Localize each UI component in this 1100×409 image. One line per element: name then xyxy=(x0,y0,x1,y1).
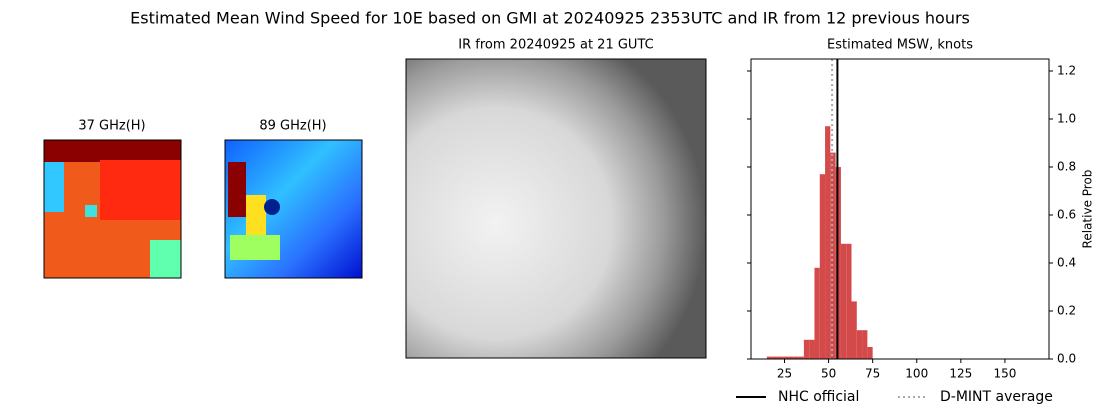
bar xyxy=(777,356,783,359)
figure-title: Estimated Mean Wind Speed for 10E based … xyxy=(130,9,970,28)
bar xyxy=(856,330,863,359)
bar xyxy=(846,243,852,359)
bar xyxy=(840,243,847,359)
bar xyxy=(766,356,773,359)
y-tick-label: 0.2 xyxy=(1057,304,1076,318)
y-tick-label: 0.4 xyxy=(1057,256,1076,270)
y-tick-label: 1.0 xyxy=(1057,112,1076,126)
bar xyxy=(803,339,810,359)
y-tick-label: 1.2 xyxy=(1057,64,1076,78)
bar xyxy=(809,339,815,359)
chart-title: Estimated MSW, knots xyxy=(827,38,973,53)
x-tick-label: 25 xyxy=(777,367,792,381)
x-tick-label: 125 xyxy=(949,367,972,381)
panel-title: 89 GHz(H) xyxy=(259,119,326,134)
bar xyxy=(793,356,799,359)
plot-frame xyxy=(750,58,1050,360)
ir-image xyxy=(405,58,707,359)
bar xyxy=(788,356,794,359)
bar xyxy=(862,330,868,359)
x-tick-label: 50 xyxy=(821,367,836,381)
y-tick-label: 0.0 xyxy=(1057,352,1076,366)
microwave-37-image xyxy=(43,139,182,279)
bar xyxy=(772,356,778,359)
panel-title: 37 GHz(H) xyxy=(78,119,145,134)
x-tick-label: 100 xyxy=(905,367,928,381)
x-tick-label: 75 xyxy=(865,367,880,381)
bar xyxy=(867,347,873,359)
y-tick-label: 0.8 xyxy=(1057,160,1076,174)
legend-label: D-MINT average xyxy=(940,389,1053,405)
bar xyxy=(825,126,831,359)
microwave-89-image xyxy=(224,139,363,279)
y-axis-label: Relative Prob xyxy=(1081,170,1095,249)
y-tick-label: 0.6 xyxy=(1057,208,1076,222)
bar xyxy=(814,267,820,359)
x-tick-label: 150 xyxy=(993,367,1016,381)
bar xyxy=(851,301,857,359)
bar xyxy=(819,174,826,359)
legend-label: NHC official xyxy=(778,389,859,405)
bar xyxy=(782,356,789,359)
bar xyxy=(798,356,804,359)
panel-title: IR from 20240925 at 21 GUTC xyxy=(458,38,653,53)
